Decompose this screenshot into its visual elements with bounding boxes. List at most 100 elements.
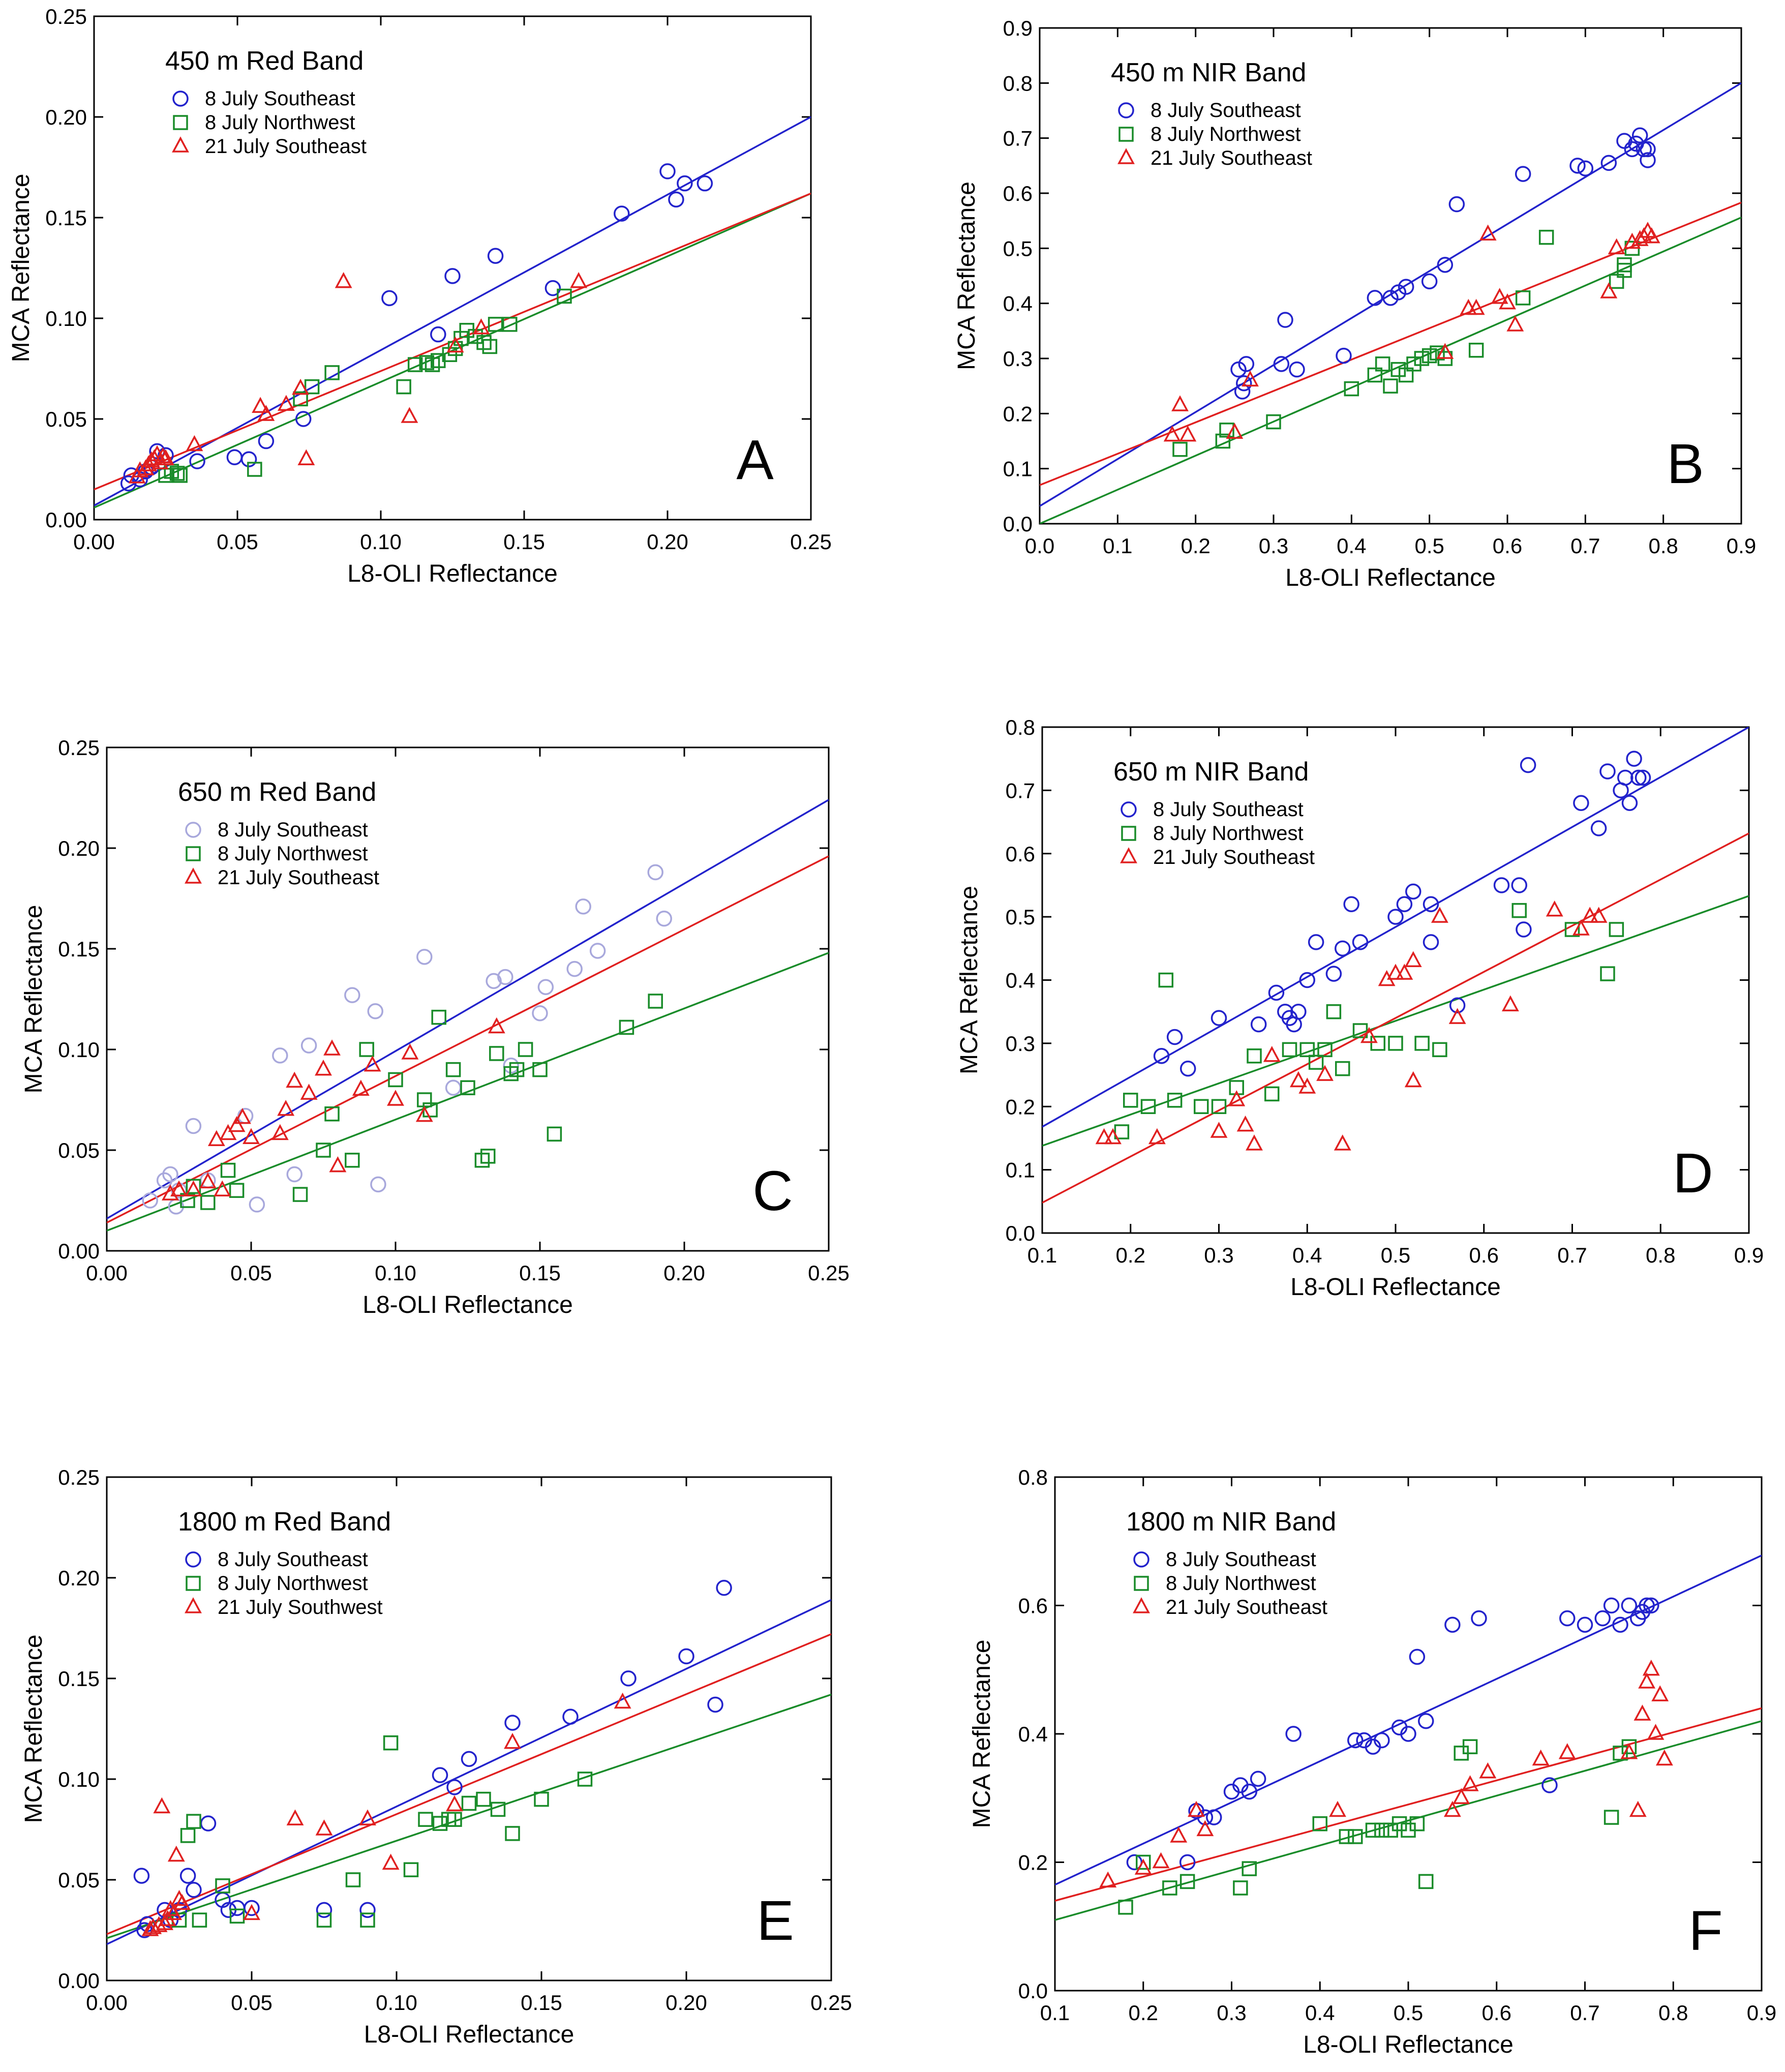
x-tick-label: 0.00 <box>86 1991 128 2015</box>
x-tick-label: 0.6 <box>1482 2001 1511 2025</box>
data-point <box>1643 1597 1659 1614</box>
data-point <box>1347 1732 1364 1749</box>
data-point <box>1430 345 1445 361</box>
y-tick-label: 0.9 <box>1003 16 1033 40</box>
data-point <box>1617 769 1633 786</box>
data-point <box>1630 769 1647 786</box>
data-point <box>446 1779 463 1795</box>
data-point <box>1148 1128 1166 1145</box>
data-point <box>487 248 504 264</box>
y-axis-label: MCA Reflectance <box>8 174 35 363</box>
legend-label: 8 July Northwest <box>1153 822 1304 845</box>
regression-line <box>107 1694 831 1939</box>
y-tick-label: 0.2 <box>1018 1851 1048 1875</box>
data-point <box>1396 896 1413 912</box>
x-tick-label: 0.20 <box>647 530 688 554</box>
data-point <box>1334 1134 1351 1151</box>
data-point <box>1210 1122 1228 1138</box>
data-point <box>1188 1800 1205 1817</box>
data-point <box>1136 1854 1151 1870</box>
y-tick-label: 0.15 <box>58 937 100 961</box>
y-tick-label: 0.1 <box>1006 1158 1035 1182</box>
data-point <box>1211 1099 1227 1114</box>
panel-letter: A <box>736 429 774 491</box>
x-tick-label: 0.4 <box>1292 1243 1322 1267</box>
data-point <box>1285 1726 1302 1742</box>
y-tick-label: 0.7 <box>1006 778 1035 802</box>
data-point <box>396 379 411 395</box>
panel-f: 0.1 0.2 0.3 0.4 0.5 0.6 0.7 0.8 0.9 0.0 0.2 0.4 0.6 0… <box>969 1465 1776 2058</box>
data-point <box>1344 381 1359 397</box>
data-point <box>697 175 713 192</box>
data-point <box>1569 158 1586 174</box>
data-point <box>1194 1099 1209 1114</box>
plot-area <box>107 799 829 1232</box>
x-tick-label: 0.6 <box>1469 1243 1499 1267</box>
data-point <box>192 1912 207 1928</box>
data-point <box>1603 1597 1620 1614</box>
data-point <box>1329 1800 1346 1817</box>
data-point <box>1414 351 1430 366</box>
data-point <box>292 378 310 395</box>
y-tick-label: 0.15 <box>58 1667 100 1691</box>
plot-frame <box>106 746 830 1252</box>
data-point <box>1367 367 1383 383</box>
data-point <box>1163 425 1181 442</box>
data-point <box>677 175 693 192</box>
data-point <box>1608 238 1625 255</box>
regression-line <box>107 1633 831 1935</box>
data-point <box>381 290 398 307</box>
data-point <box>537 979 554 995</box>
x-tick-label: 0.10 <box>376 1991 417 2015</box>
data-point <box>1449 997 1466 1013</box>
data-point <box>504 1715 521 1731</box>
y-tick-label: 0.25 <box>45 5 87 28</box>
data-point <box>1367 290 1383 306</box>
regression-line <box>1040 201 1741 486</box>
x-tick-label: 0.20 <box>663 1261 705 1285</box>
y-tick-label: 0.6 <box>1006 842 1035 866</box>
data-point <box>167 1845 185 1862</box>
data-point <box>1348 1829 1363 1844</box>
data-point <box>186 1179 201 1194</box>
x-axis-label: L8-OLI Reflectance <box>1290 1274 1501 1301</box>
data-point <box>1511 903 1527 918</box>
data-point <box>1506 315 1524 332</box>
data-point <box>447 1812 462 1827</box>
data-point <box>1621 1739 1637 1754</box>
data-point <box>185 1118 202 1134</box>
legend-label: 8 July Northwest <box>1166 1572 1316 1595</box>
data-point <box>1352 934 1369 950</box>
legend-label: 8 July Northwest <box>218 843 368 865</box>
data-point <box>153 1797 171 1814</box>
legend-label: 8 July Southeast <box>205 87 355 110</box>
data-point <box>1564 922 1580 937</box>
panel-b: 0.0 0.1 0.2 0.3 0.4 0.5 0.6 0.7 0.8 0.9 0.0 0.1 0.2 0… <box>953 16 1756 591</box>
data-point <box>316 1143 331 1158</box>
data-point <box>162 1166 178 1183</box>
x-axis-label: L8-OLI Reflectance <box>1285 564 1496 591</box>
x-tick-label: 0.15 <box>521 1991 562 2015</box>
panel-letter: C <box>752 1160 793 1222</box>
data-point <box>1226 423 1244 439</box>
x-tick-label: 0.8 <box>1648 534 1678 558</box>
data-point <box>329 1156 347 1173</box>
data-point <box>1238 356 1255 372</box>
data-point <box>476 1791 491 1807</box>
data-point <box>1264 1086 1280 1102</box>
data-point <box>445 1079 462 1096</box>
data-point <box>461 1795 477 1811</box>
data-point <box>199 1172 217 1189</box>
data-point <box>388 1072 403 1088</box>
data-point <box>1123 1093 1138 1108</box>
data-point <box>215 1878 230 1894</box>
data-point <box>1215 433 1231 449</box>
data-point <box>532 1062 548 1077</box>
data-point <box>461 1751 477 1767</box>
data-point <box>165 1904 183 1920</box>
data-point <box>648 994 663 1009</box>
plot-frame <box>106 1476 832 1981</box>
x-tick-label: 0.25 <box>790 530 832 554</box>
